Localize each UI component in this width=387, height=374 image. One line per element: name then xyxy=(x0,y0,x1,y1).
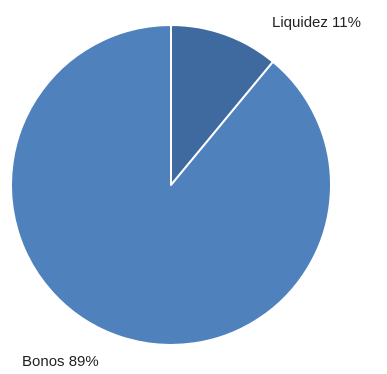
data-label-liquidez: Liquidez 11% xyxy=(272,14,361,31)
pie-slice-liquidez xyxy=(170,24,274,186)
pie-slice-bonos xyxy=(10,24,332,346)
pie-slices xyxy=(10,24,332,346)
data-label-bonos: Bonos 89% xyxy=(22,353,99,370)
